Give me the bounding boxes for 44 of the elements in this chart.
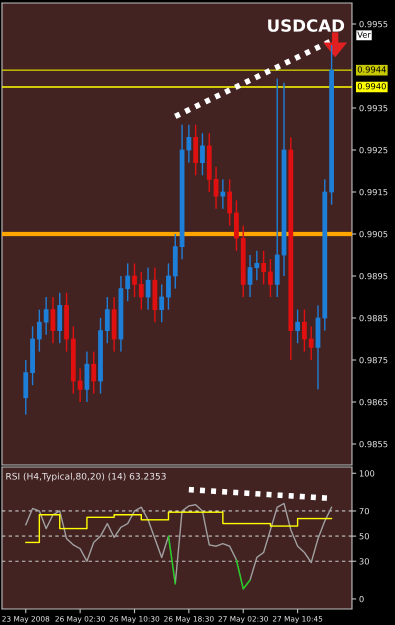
- candlestick: [268, 258, 273, 298]
- y-tick-label: 0.9935: [359, 104, 388, 112]
- y-tick-label: 0.9875: [359, 356, 388, 364]
- candlestick: [308, 326, 314, 361]
- y-tick-label: 100: [360, 470, 374, 477]
- y-tick-label: 0.9895: [359, 272, 388, 280]
- y-tick-label: 0.9885: [359, 314, 388, 322]
- candlestick: [200, 132, 205, 176]
- candlestick: [295, 308, 300, 344]
- candlestick: [44, 296, 49, 336]
- y-tick-label: 70: [360, 508, 369, 514]
- candlestick: [125, 262, 130, 302]
- candlestick: [220, 178, 226, 210]
- y-tick-label: 0.9915: [359, 188, 388, 196]
- text: Ver: [357, 32, 371, 38]
- candlestick: [166, 262, 171, 310]
- candlestick: [302, 308, 307, 352]
- candlestick: [104, 296, 110, 344]
- candlestick: [214, 166, 218, 210]
- candlestick: [186, 124, 192, 164]
- y-tick-label: 0.9905: [359, 230, 388, 238]
- candlestick: [138, 271, 144, 310]
- ref-line-label: 0.9944: [358, 66, 386, 73]
- candlestick: [50, 296, 56, 344]
- text: USDCAD: [268, 19, 344, 32]
- candlestick: [227, 178, 232, 226]
- candlestick: [254, 250, 260, 281]
- candlestick: [132, 262, 137, 298]
- text: RSI (H4,Typical,80,20) (14) 63.2353: [6, 472, 166, 482]
- y-tick-label: 30: [360, 558, 369, 565]
- candlestick: [78, 368, 83, 403]
- y-tick-label: 0.9855: [359, 440, 388, 448]
- candlestick: [261, 250, 266, 286]
- candlestick: [91, 350, 96, 394]
- candlestick: [159, 284, 164, 323]
- ref-line-label: 0.9940: [358, 83, 386, 90]
- y-tick-label: 0.9865: [359, 398, 388, 406]
- y-tick-label: 0: [359, 596, 364, 602]
- candlestick: [248, 254, 252, 298]
- y-tick-label: 50: [360, 533, 369, 540]
- y-tick-label: 0.9955: [359, 20, 388, 28]
- candlestick: [36, 308, 42, 352]
- y-tick-label: 0.9925: [359, 146, 388, 154]
- candlestick: [146, 266, 150, 310]
